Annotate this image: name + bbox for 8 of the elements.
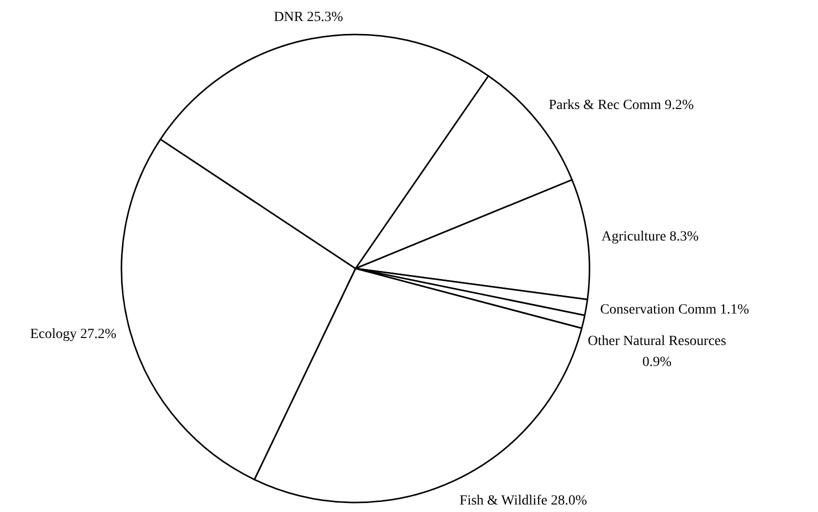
slice-label: Parks & Rec Comm 9.2% bbox=[548, 98, 694, 113]
slice-label: Ecology 27.2% bbox=[30, 327, 117, 342]
slice-label: Agriculture 8.3% bbox=[602, 229, 700, 244]
slice-label: Fish & Wildlife 28.0% bbox=[460, 494, 588, 509]
data-label: 0.9% bbox=[642, 354, 672, 370]
slice-label: Conservation Comm 1.1% bbox=[600, 302, 750, 318]
slice-label: Other Natural Resources bbox=[588, 334, 726, 349]
slice-label: DNR 25.3% bbox=[274, 10, 344, 25]
